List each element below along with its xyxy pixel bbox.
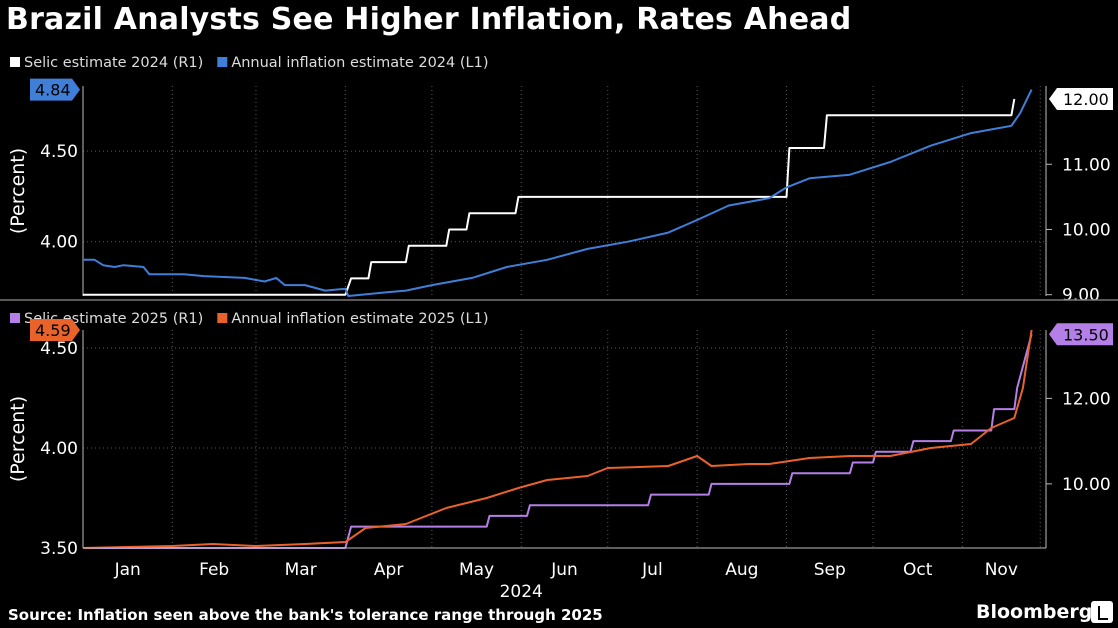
x-tick-label: Apr xyxy=(374,560,403,580)
x-tick-label: Nov xyxy=(985,560,1018,580)
legend-swatch xyxy=(10,57,20,67)
left-tick-label: 4.50 xyxy=(40,142,78,162)
legend-entry: Selic estimate 2024 (R1) xyxy=(24,55,203,71)
brand-logo: Bloomberg xyxy=(976,601,1093,623)
last-value-left: 4.84 xyxy=(35,81,71,100)
left-tick-label: 4.50 xyxy=(40,339,78,359)
x-tick-label: Mar xyxy=(285,560,317,580)
last-value-badge-right xyxy=(1049,88,1113,111)
last-value-right: 12.00 xyxy=(1063,90,1109,109)
inflation-line xyxy=(83,89,1033,297)
right-tick-label: 11.00 xyxy=(1062,155,1111,175)
selic-line xyxy=(83,334,1033,549)
right-tick-label: 12.00 xyxy=(1062,389,1111,409)
last-value-right: 13.50 xyxy=(1063,325,1109,344)
inflation-line xyxy=(82,329,1033,549)
x-tick-label: Jul xyxy=(641,560,663,580)
last-value-badge-left xyxy=(30,78,80,101)
legend-entry: Annual inflation estimate 2024 (L1) xyxy=(231,55,488,71)
right-tick-label: 10.00 xyxy=(1062,475,1111,495)
left-tick-label: 4.00 xyxy=(40,233,78,253)
x-tick-label: Aug xyxy=(725,560,758,580)
bloomberg-terminal-icon xyxy=(1091,601,1113,623)
left-tick-label: 3.50 xyxy=(40,539,78,559)
x-tick-label: May xyxy=(459,560,494,580)
source-note: Source: Inflation seen above the bank's … xyxy=(8,606,603,624)
x-axis: Jan Feb Mar Apr May Jun Jul Aug Sep Oct Nov 2024 xyxy=(83,547,1046,602)
x-tick-label: Jun xyxy=(550,560,578,580)
bottom-panel: Selic estimate 2025 (R1) Annual inflation… xyxy=(7,311,1113,559)
last-value-badge-right xyxy=(1049,323,1113,346)
right-tick-label: 10.00 xyxy=(1062,220,1111,240)
y-axis-title: (Percent) xyxy=(7,148,29,234)
last-value-left: 4.59 xyxy=(35,321,71,340)
x-tick-label: Jan xyxy=(114,560,141,580)
last-value-badge-left xyxy=(30,319,80,341)
legend-swatch xyxy=(10,313,20,323)
x-tick-label: Oct xyxy=(903,560,933,580)
legend-swatch xyxy=(217,57,228,67)
legend-entry: Annual inflation estimate 2025 (L1) xyxy=(231,311,488,327)
x-tick-label: Feb xyxy=(199,560,229,580)
legend-swatch xyxy=(217,313,228,323)
right-tick-label: 9.00 xyxy=(1062,286,1100,306)
x-tick-label: Sep xyxy=(814,560,846,580)
left-tick-label: 4.00 xyxy=(40,439,78,459)
chart-title: Brazil Analysts See Higher Inflation, Ra… xyxy=(6,2,852,37)
top-panel: Selic estimate 2024 (R1) Annual inflation… xyxy=(7,55,1113,306)
selic-line xyxy=(83,98,1016,296)
y-axis-title: (Percent) xyxy=(7,396,29,482)
x-year-label: 2024 xyxy=(500,582,543,602)
